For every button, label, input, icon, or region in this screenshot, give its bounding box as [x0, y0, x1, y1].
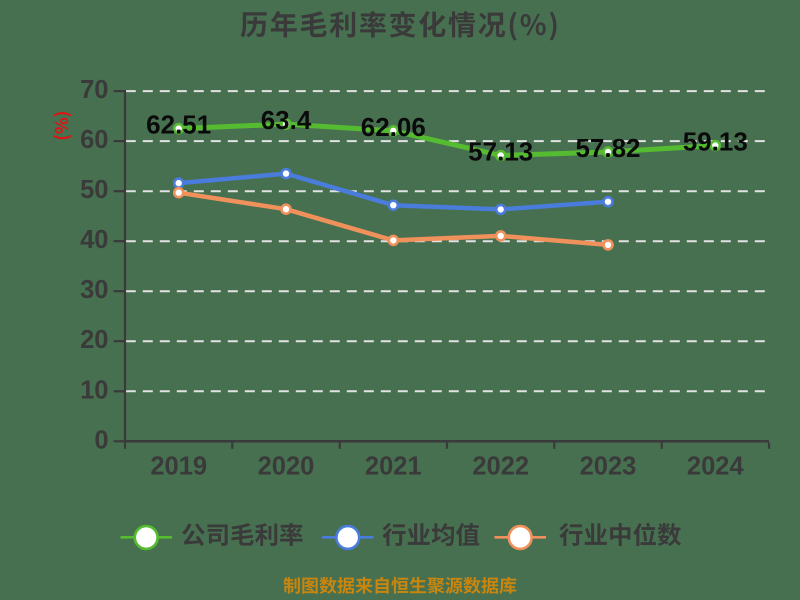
svg-text:2019: 2019	[150, 453, 207, 481]
svg-text:57.13: 57.13	[468, 137, 533, 167]
svg-text:57.82: 57.82	[575, 133, 640, 163]
svg-text:60: 60	[80, 126, 108, 154]
svg-text:59.13: 59.13	[683, 127, 748, 157]
svg-text:50: 50	[80, 176, 108, 204]
svg-text:2022: 2022	[472, 453, 529, 481]
svg-text:63.4: 63.4	[261, 105, 312, 135]
svg-text:40: 40	[80, 226, 108, 254]
svg-text:70: 70	[80, 76, 108, 104]
svg-text:10: 10	[80, 376, 108, 404]
svg-text:20: 20	[80, 326, 108, 354]
svg-text:2023: 2023	[580, 453, 637, 481]
svg-text:62.51: 62.51	[146, 110, 211, 140]
svg-text:2024: 2024	[687, 453, 745, 481]
svg-text:2021: 2021	[365, 453, 422, 481]
svg-text:0: 0	[94, 426, 108, 454]
svg-text:2020: 2020	[258, 453, 315, 481]
svg-text:62.06: 62.06	[361, 112, 426, 142]
svg-text:30: 30	[80, 276, 108, 304]
